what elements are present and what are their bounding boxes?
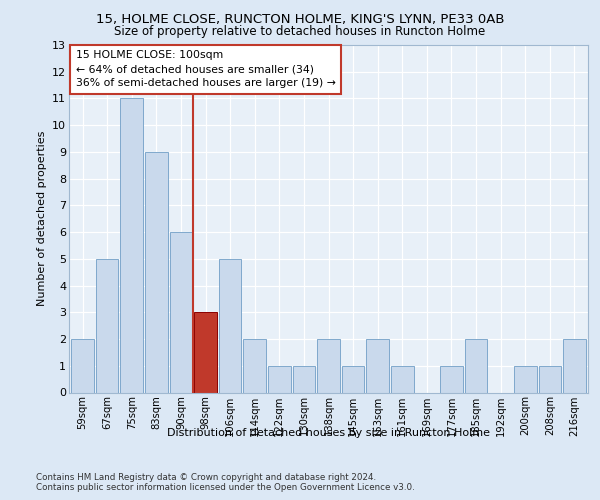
Text: Size of property relative to detached houses in Runcton Holme: Size of property relative to detached ho…	[115, 25, 485, 38]
Text: Contains public sector information licensed under the Open Government Licence v3: Contains public sector information licen…	[36, 484, 415, 492]
Bar	[465, 339, 487, 392]
Bar	[440, 366, 463, 392]
Bar	[539, 366, 561, 392]
Text: 15 HOLME CLOSE: 100sqm
← 64% of detached houses are smaller (34)
36% of semi-det: 15 HOLME CLOSE: 100sqm ← 64% of detached…	[76, 50, 335, 88]
Bar	[391, 366, 413, 392]
Text: Contains HM Land Registry data © Crown copyright and database right 2024.: Contains HM Land Registry data © Crown c…	[36, 472, 376, 482]
Bar	[317, 339, 340, 392]
Bar	[563, 339, 586, 392]
Bar	[514, 366, 536, 392]
Bar	[268, 366, 290, 392]
Bar	[293, 366, 315, 392]
Bar	[367, 339, 389, 392]
Bar	[145, 152, 167, 392]
Text: Distribution of detached houses by size in Runcton Holme: Distribution of detached houses by size …	[167, 428, 490, 438]
Bar	[121, 98, 143, 393]
Bar	[71, 339, 94, 392]
Text: 15, HOLME CLOSE, RUNCTON HOLME, KING'S LYNN, PE33 0AB: 15, HOLME CLOSE, RUNCTON HOLME, KING'S L…	[96, 12, 504, 26]
Bar	[170, 232, 192, 392]
Bar	[96, 259, 118, 392]
Bar	[244, 339, 266, 392]
Bar	[219, 259, 241, 392]
Bar	[342, 366, 364, 392]
Y-axis label: Number of detached properties: Number of detached properties	[37, 131, 47, 306]
Bar	[194, 312, 217, 392]
